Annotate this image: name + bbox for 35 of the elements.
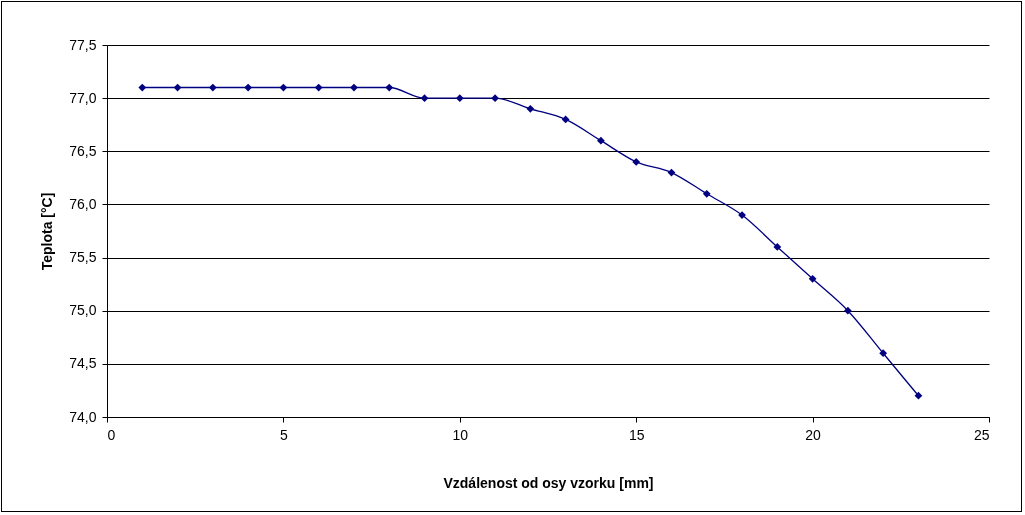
- point: [314, 83, 323, 92]
- point: [350, 83, 358, 92]
- point: [526, 104, 535, 113]
- point: [844, 306, 852, 315]
- point: [491, 94, 499, 103]
- point: [597, 136, 605, 145]
- x-tick-label: 0: [107, 426, 116, 443]
- point: [702, 189, 711, 198]
- y-tick-label: 74,0: [69, 408, 97, 425]
- y-tick-label: 75,5: [69, 249, 97, 266]
- point: [208, 83, 217, 92]
- y-tick-label: 77,0: [69, 89, 97, 106]
- y-tick-label: 76,5: [69, 142, 97, 159]
- y-tick-label: 76,0: [69, 195, 97, 212]
- point: [138, 83, 147, 92]
- point: [561, 115, 570, 124]
- x-tick-label: 15: [628, 426, 645, 443]
- y-tick-label: 77,5: [69, 36, 97, 53]
- x-tick-label: 10: [452, 426, 469, 443]
- point: [914, 391, 923, 400]
- point: [879, 349, 888, 358]
- point: [808, 274, 817, 283]
- point: [632, 158, 641, 166]
- point: [385, 83, 394, 92]
- y-tick-label: 74,5: [69, 355, 97, 372]
- x-tick-label: 5: [280, 426, 288, 443]
- point: [773, 243, 782, 251]
- point: [455, 94, 464, 103]
- x-tick-label: 25: [973, 426, 990, 443]
- y-tick-label: 75,0: [69, 302, 97, 319]
- point: [420, 94, 429, 103]
- x-axis-title: Vzdálenost od osy vzorku [mm]: [443, 474, 654, 491]
- point: [244, 83, 252, 92]
- x-tick-label: 20: [805, 426, 822, 443]
- y-axis-title: Teplota [°C]: [39, 192, 56, 271]
